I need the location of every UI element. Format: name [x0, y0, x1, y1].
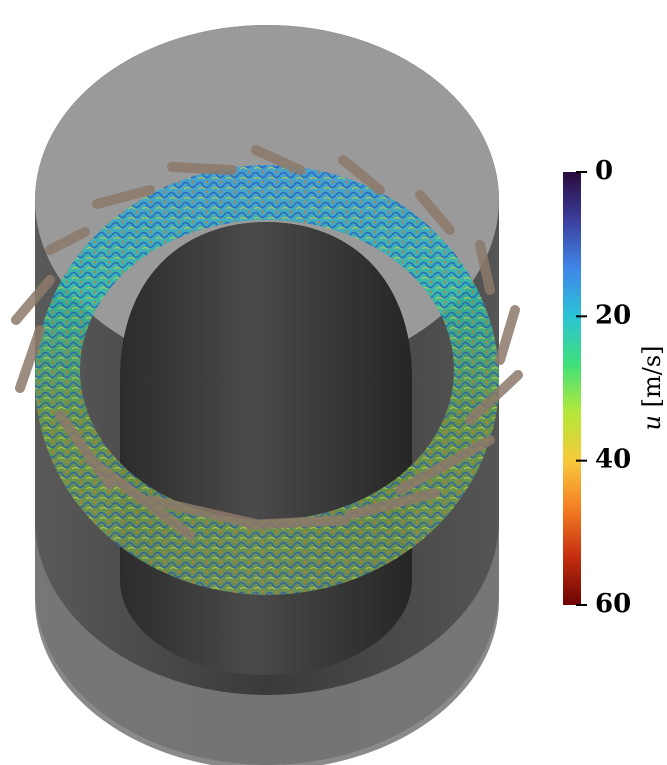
page: {"colorbar": {"symbol": "u", "unit": "[m…	[0, 0, 667, 765]
colorbar-tick-label: 0	[595, 156, 613, 186]
colorbar-symbol: u	[638, 415, 666, 430]
colorbar-tick-label: 20	[595, 300, 631, 330]
colorbar: u [m/s] 0 20 40 60	[563, 156, 666, 619]
figure: u [m/s] 0 20 40 60	[0, 0, 667, 765]
colorbar-scale	[563, 172, 581, 605]
colorbar-tick-label: 40	[595, 445, 631, 475]
colorbar-label: u [m/s]	[638, 346, 666, 431]
colorbar-tick-label: 60	[595, 589, 631, 619]
colorbar-unit: [m/s]	[638, 346, 666, 408]
